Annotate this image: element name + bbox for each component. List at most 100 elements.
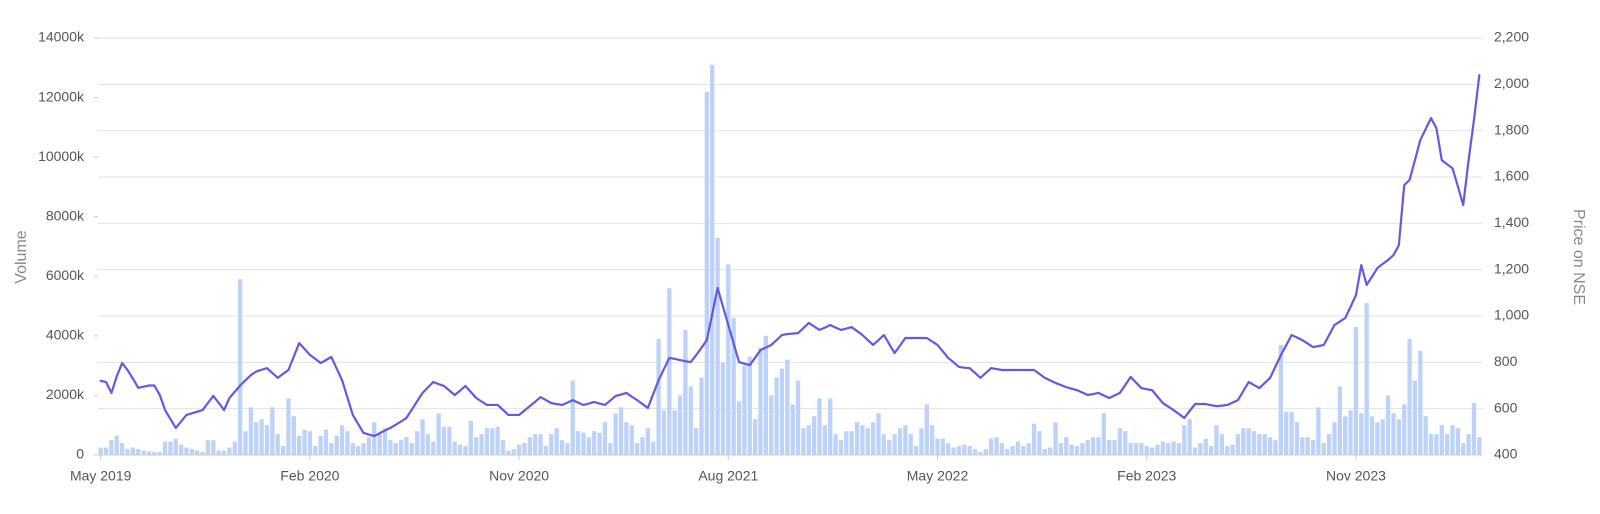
volume-bar [1343,416,1348,455]
volume-bar [1251,431,1257,455]
volume-bar [543,446,549,455]
volume-bar [747,356,752,455]
volume-bar [243,431,248,455]
y2-tick-label: 800 [1494,353,1518,369]
volume-bar [978,452,983,455]
volume-bar [130,447,136,455]
volume-bar [726,264,731,455]
volume-bar [415,431,420,455]
volume-bar [114,435,119,455]
volume-bar [1337,386,1342,455]
volume-bar [1461,443,1466,455]
volume-bar [645,428,650,455]
volume-bar [1391,413,1396,455]
volume-bar [356,446,361,455]
volume-bar [1149,447,1155,455]
volume-bar [291,416,296,455]
volume-bar [999,443,1005,455]
volume-bar [516,444,522,455]
volume-bar [361,443,366,455]
volume-bar [1037,431,1042,455]
volume-bar [629,425,634,455]
volume-bar [811,416,817,455]
volume-bar [1428,434,1434,455]
volume-bar [1364,303,1369,455]
x-tick-label: Feb 2020 [280,468,339,484]
volume-bar [967,446,972,455]
volume-bar [731,317,736,455]
volume-bar [930,425,935,455]
volume-bar [1085,440,1090,455]
volume-bar [162,441,168,455]
volume-bar [420,419,425,455]
volume-bar [742,365,747,455]
price-line [99,73,1481,438]
volume-bar [1241,428,1246,455]
volume-bar [1407,338,1412,455]
volume-bar [736,401,742,455]
volume-bar [565,443,570,455]
volume-bar [248,407,254,455]
volume-bar [785,359,790,455]
volume-bar [533,434,538,455]
volume-bar [205,440,211,455]
volume-bar [1058,443,1064,455]
volume-bar [1380,419,1385,455]
y-axis-title: Volume [13,230,30,283]
volume-bar [227,447,232,455]
volume-bar [892,434,897,455]
volume-bar [962,444,967,455]
volume-bar [1300,437,1305,455]
volume-bar [1048,447,1053,455]
volume-bar [833,434,838,455]
volume-bar [425,434,431,455]
volume-bar [1316,407,1321,455]
volume-bar [715,237,720,455]
volume-bar [238,279,243,455]
volume-bar [876,413,881,455]
volume-bar [956,446,962,455]
volume-bar [431,441,436,455]
volume-bar [1042,449,1047,455]
volume-bar [211,440,216,455]
volume-bar [1010,446,1015,455]
volume-bar [297,435,302,455]
volume-bar [779,368,785,455]
volume-bar [1021,446,1026,455]
volume-bar [559,440,565,455]
volume-bar [119,443,125,455]
volume-bar [259,419,264,455]
volume-bar [286,398,291,455]
volume-bar [1326,434,1332,455]
volume-bar [1402,404,1407,455]
volume-bar [897,428,903,455]
volume-bar [704,91,709,455]
volume-bar [280,446,286,455]
volume-bar [720,362,726,455]
x-tick-label: May 2019 [70,468,132,484]
x-tick-label: Feb 2023 [1117,468,1176,484]
volume-bar [382,428,388,455]
volume-bar [184,447,189,455]
volume-bar [1257,434,1262,455]
volume-bar [522,443,527,455]
x-tick-label: Aug 2021 [698,468,758,484]
volume-bar [1101,413,1106,455]
volume-bar [447,426,452,455]
volume-bar [1418,350,1423,455]
volume-bar [919,428,924,455]
volume-bar [141,450,146,455]
volume-bar [1396,419,1401,455]
volume-bar [1026,443,1031,455]
volume-bar [302,429,307,455]
x-tick-label: Nov 2020 [489,468,549,484]
volume-bar [1203,438,1208,455]
volume-bar [758,347,763,455]
volume-bar [1369,416,1375,455]
volume-bar [1348,410,1353,455]
volume-bar [495,426,500,455]
volume-bar [951,447,956,455]
volume-bar [484,428,490,455]
volume-bar [457,444,463,455]
